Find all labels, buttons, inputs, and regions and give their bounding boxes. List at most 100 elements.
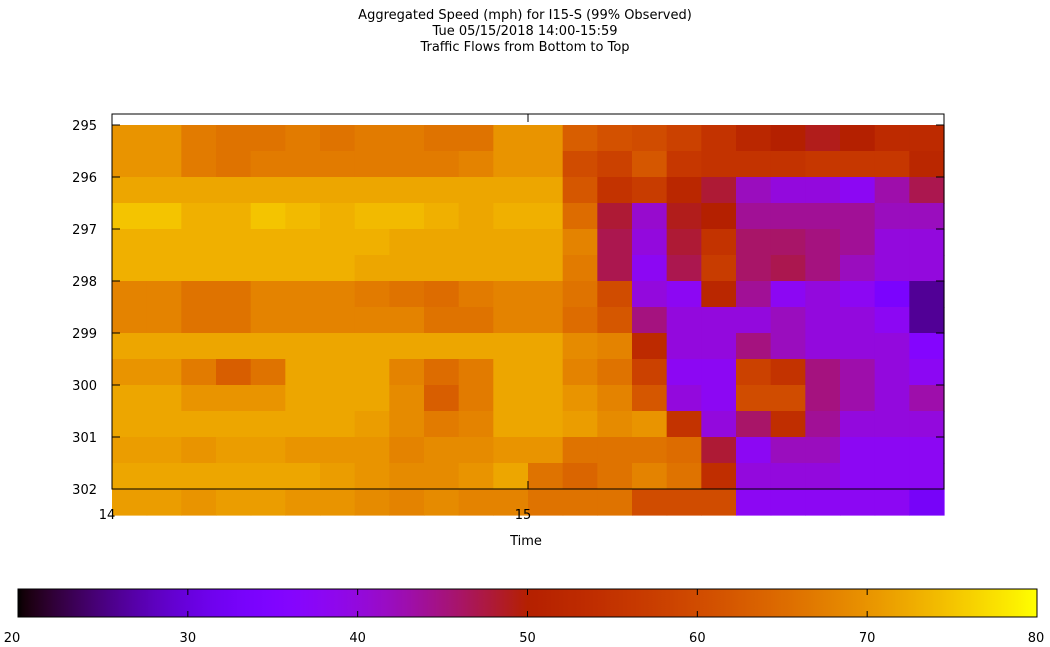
heatmap-cell [493,437,529,464]
heatmap-cell [805,177,841,204]
heatmap-cell [389,307,425,334]
heatmap-cell [216,125,252,152]
heatmap-cell [874,489,910,516]
heatmap-cell [250,281,286,308]
heatmap-cell [597,177,633,204]
heatmap-cell [424,203,460,230]
y-tick-label: 299 [72,327,97,342]
heatmap-cell [909,125,945,152]
heatmap-cell [736,307,772,334]
heatmap-cell [389,151,425,178]
heatmap-cell [528,333,564,360]
heatmap-cell [250,463,286,490]
y-tick-label: 297 [72,223,97,238]
heatmap-cell [354,359,390,386]
heatmap-cell [354,177,390,204]
heatmap-cell [320,333,356,360]
heatmap-cell [320,229,356,256]
heatmap-cell [320,437,356,464]
heatmap-cell [874,385,910,412]
heatmap-cell [389,411,425,438]
heatmap-cell [736,229,772,256]
heatmap-cell [250,177,286,204]
heatmap-cell [736,125,772,152]
heatmap-cell [770,229,806,256]
heatmap-cell [909,489,945,516]
heatmap-cell [632,229,668,256]
heatmap-cell [666,151,702,178]
heatmap-cell [632,177,668,204]
heatmap-cell [805,125,841,152]
heatmap-cell [424,463,460,490]
heatmap-cell [146,125,182,152]
heatmap-cell [770,151,806,178]
heatmap-cell [112,151,148,178]
heatmap-cell [146,177,182,204]
heatmap-cell [632,307,668,334]
heatmap-cell [112,229,148,256]
heatmap-cell [736,255,772,282]
heatmap-cell [354,333,390,360]
heatmap-cell [354,151,390,178]
heatmap-cell [528,489,564,516]
heatmap-cell [597,489,633,516]
heatmap-cell [181,437,217,464]
heatmap-cell [632,255,668,282]
heatmap-cell [216,437,252,464]
heatmap-cell [632,333,668,360]
heatmap-cell [493,385,529,412]
heatmap-cell [666,281,702,308]
heatmap-cell [354,463,390,490]
heatmap-cell [770,359,806,386]
heatmap-cell [216,463,252,490]
heatmap-cell [320,359,356,386]
heatmap-cell [181,307,217,334]
y-tick-label: 295 [72,119,97,134]
heatmap-cell [458,281,494,308]
heatmap-cell [112,255,148,282]
heatmap-cell [112,281,148,308]
heatmap-cell [909,151,945,178]
heatmap-cell [216,489,252,516]
heatmap-cell [666,307,702,334]
heatmap-cell [597,151,633,178]
heatmap-cell [424,411,460,438]
heatmap-cell [701,229,737,256]
heatmap-cell [632,359,668,386]
heatmap-cell [458,229,494,256]
heatmap-cell [805,489,841,516]
heatmap-cell [181,229,217,256]
heatmap-cell [770,385,806,412]
x-axis-label: Time [509,534,542,549]
heatmap-cell [458,489,494,516]
heatmap-cell [736,151,772,178]
heatmap-cell [458,203,494,230]
heatmap-cell [112,203,148,230]
heatmap-cell [216,281,252,308]
heatmap-cell [389,359,425,386]
heatmap-cell [562,203,598,230]
heatmap-cell [493,281,529,308]
heatmap-cell [216,229,252,256]
heatmap-cell [528,125,564,152]
heatmap-cell [874,151,910,178]
heatmap-cell [389,489,425,516]
heatmap-cell [562,229,598,256]
heatmap-cell [146,281,182,308]
heatmap-cell [250,151,286,178]
heatmap-cell [181,255,217,282]
heatmap-cell [701,203,737,230]
heatmap-cell [146,203,182,230]
heatmap-cell [389,125,425,152]
heatmap-cell [805,203,841,230]
heatmap-cell [666,437,702,464]
heatmap-cell [666,489,702,516]
y-axis: 295 296 297 298 299 300 301 302 [72,119,944,498]
heatmap-cell [632,489,668,516]
heatmap-cell [805,359,841,386]
heatmap-cell [666,333,702,360]
heatmap-cell [389,281,425,308]
heatmap-cell [112,411,148,438]
heatmap-cell [840,359,876,386]
heatmap-cell [250,489,286,516]
